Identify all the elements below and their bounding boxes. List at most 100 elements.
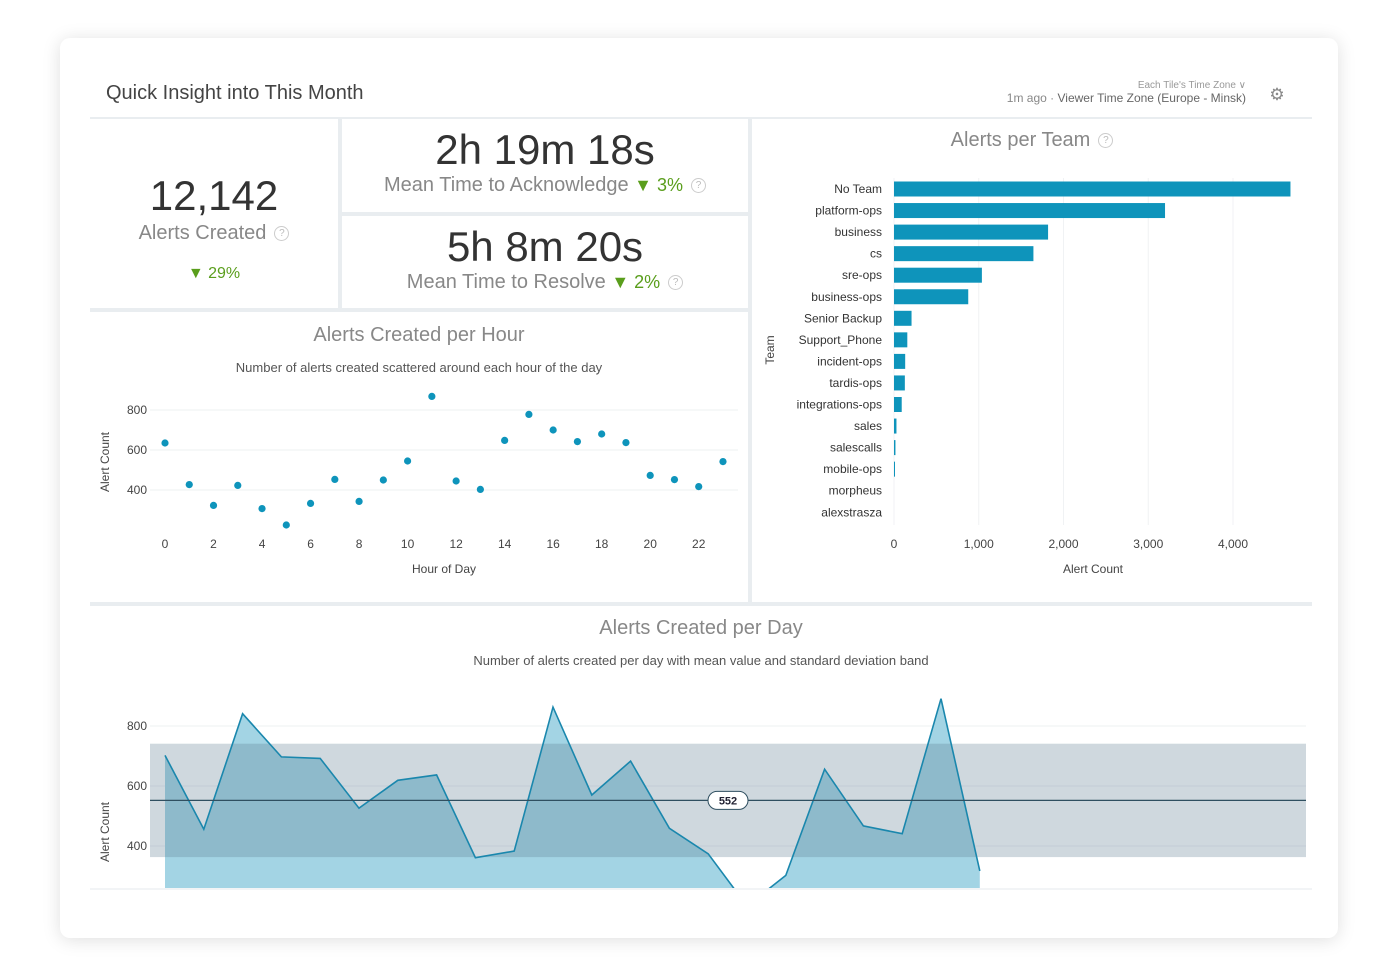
x-tick-label: 20 [644, 537, 658, 551]
scatter-point [161, 439, 169, 447]
x-tick-label: 0 [162, 537, 169, 551]
kpi-label: Alerts Created [138, 222, 267, 244]
bar-label: Support_Phone [799, 333, 883, 347]
y-tick-label: 800 [127, 403, 147, 417]
y-axis-label: Alert Count [98, 801, 112, 862]
y-tick-label: 600 [127, 443, 147, 457]
x-tick-label: 18 [595, 537, 609, 551]
x-tick-label: 16 [546, 537, 560, 551]
tz-selector[interactable]: Each Tile's Time Zone ∨ [1137, 80, 1246, 91]
bar-label: incident-ops [817, 354, 882, 368]
scatter-point [525, 410, 533, 418]
kpi-change: ▼ 29% [187, 265, 241, 282]
bar [894, 418, 897, 434]
bar-label: No Team [834, 182, 882, 196]
bar-label: alexstrasza [821, 505, 882, 519]
bar [894, 332, 908, 348]
x-tick-label: 4 [259, 537, 266, 551]
mean-label: 552 [719, 795, 737, 807]
scatter-point [306, 499, 315, 507]
bar [894, 224, 1049, 240]
kpi-change: ▼ 3% [634, 175, 683, 195]
x-tick-label: 10 [401, 537, 415, 551]
bar-label: sales [854, 419, 882, 433]
y-tick-label: 400 [127, 483, 147, 497]
kpi-label: Mean Time to Resolve [406, 271, 606, 293]
scatter-point [185, 481, 193, 489]
updated-time: 1m ago [1006, 91, 1047, 105]
bar [894, 440, 896, 456]
bar-label: mobile-ops [823, 462, 882, 476]
scatter-point [598, 430, 606, 438]
area-line [164, 698, 981, 888]
divider [90, 117, 1312, 119]
x-axis-label: Hour of Day [412, 562, 476, 576]
bar-label: business-ops [811, 290, 882, 304]
bar-title: Alerts per Team? [752, 129, 1312, 152]
mean-badge [707, 790, 749, 810]
scatter-point [331, 475, 339, 483]
bar-label: Senior Backup [804, 311, 882, 325]
x-tick-label: 2,000 [1048, 537, 1078, 551]
chevron-down-icon: ∨ [1238, 80, 1246, 91]
bar-label: sre-ops [842, 268, 882, 282]
x-tick-label: 14 [498, 537, 512, 551]
divider [338, 119, 342, 312]
bar-label: salescalls [830, 441, 882, 455]
scatter-point [695, 483, 703, 491]
bar [894, 375, 905, 391]
x-tick-label: 3,000 [1133, 537, 1163, 551]
bar [894, 181, 1291, 197]
scatter-point [719, 458, 727, 466]
header-meta: Each Tile's Time Zone ∨ 1m ago · Viewer … [1006, 80, 1246, 105]
scatter-point [209, 501, 218, 509]
help-icon[interactable]: ? [1098, 133, 1114, 149]
scatter-point [646, 471, 654, 479]
x-tick-label: 22 [692, 537, 706, 551]
scatter-point [549, 426, 557, 434]
timezone-label: Viewer Time Zone (Europe - Minsk) [1057, 91, 1246, 105]
bar [894, 246, 1034, 262]
scatter-point [670, 476, 679, 484]
scatter-point [501, 436, 509, 444]
bar-label: morpheus [829, 484, 882, 498]
x-tick-label: 2 [210, 537, 217, 551]
y-tick-label: 400 [127, 839, 147, 853]
kpi-value: 12,142 [149, 172, 279, 219]
x-tick-label: 4,000 [1218, 537, 1248, 551]
gear-icon[interactable]: ⚙ [1269, 85, 1285, 104]
kpi-value: 2h 19m 18s [435, 126, 655, 173]
scatter-point [573, 438, 582, 446]
kpi-change: ▼ 2% [611, 272, 661, 292]
x-tick-label: 12 [449, 537, 463, 551]
help-icon[interactable]: ? [691, 178, 706, 194]
bar [894, 353, 906, 369]
y-axis-label: Team [763, 335, 777, 364]
kpi-label: Mean Time to Acknowledge [384, 174, 629, 196]
x-tick-label: 6 [307, 537, 314, 551]
kpi-mttr: 5h 8m 20s Mean Time to Resolve ▼ 2%? [342, 223, 748, 294]
divider [90, 602, 1312, 606]
bar-label: cs [870, 247, 882, 261]
area-fill [165, 698, 980, 888]
help-icon[interactable]: ? [274, 226, 290, 242]
kpi-alerts-created: 12,142 Alerts Created? ▼ 29% [90, 172, 338, 283]
x-tick-label: 1,000 [964, 537, 994, 551]
bar-label: platform-ops [815, 204, 882, 218]
y-tick-label: 600 [127, 779, 147, 793]
help-icon[interactable]: ? [668, 275, 684, 291]
scatter-title: Alerts Created per Hour [313, 324, 525, 346]
scatter-point [355, 497, 363, 505]
bar [894, 461, 895, 477]
kpi-value: 5h 8m 20s [446, 223, 644, 270]
divider [748, 119, 752, 606]
area-title: Alerts Created per Day [599, 617, 803, 639]
bar [894, 310, 912, 326]
bar [894, 397, 902, 412]
x-tick-label: 0 [891, 537, 898, 551]
area-subtitle: Number of alerts created per day with me… [473, 653, 929, 668]
x-tick-label: 8 [356, 537, 363, 551]
x-axis-label: Alert Count [1063, 562, 1124, 576]
scatter-point [452, 477, 460, 485]
